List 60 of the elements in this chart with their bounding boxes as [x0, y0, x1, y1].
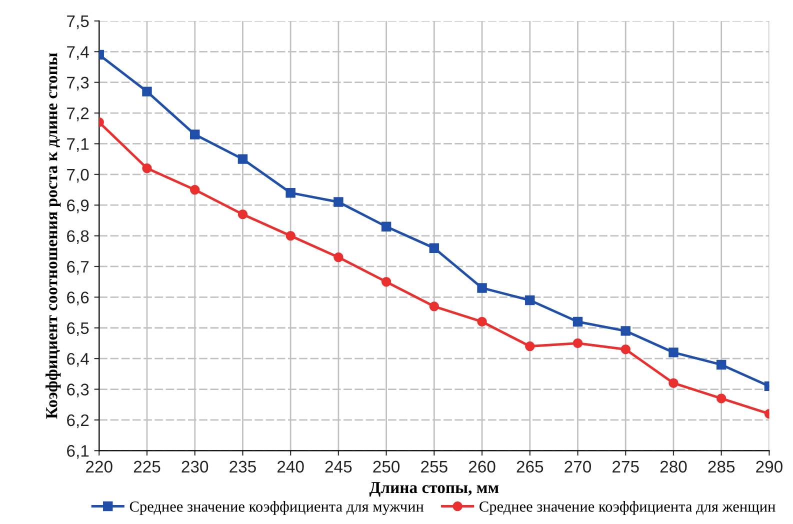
x-tick-label: 270 [564, 460, 592, 473]
y-tick-label: 7,1 [67, 138, 89, 152]
point [477, 316, 487, 327]
point [286, 230, 296, 241]
y-tick-label: 6,7 [67, 260, 89, 275]
x-axis-title: Длина стопы, мм [369, 482, 499, 497]
point [190, 130, 200, 140]
x-tick-label: 265 [516, 460, 544, 473]
legend-label: Среднее значение коэффициента для женщин [480, 501, 776, 515]
x-tick-label: 275 [612, 460, 639, 473]
legend-label: Среднее значение коэффициента для мужчин [130, 501, 424, 515]
y-tick-label: 7,4 [67, 46, 89, 60]
point [668, 378, 678, 388]
x-tick-label: 290 [756, 460, 782, 473]
x-tick-label: 225 [134, 460, 160, 473]
y-tick-label: 6,6 [67, 292, 89, 306]
x-tick-label: 280 [660, 460, 687, 473]
y-tick-label: 6,5 [67, 322, 89, 336]
point [477, 283, 487, 293]
point [381, 276, 392, 287]
point [190, 184, 200, 195]
x-tick-label: 230 [182, 460, 208, 473]
point [668, 348, 678, 358]
y-tick-label: 6,2 [67, 414, 89, 428]
y-tick-label: 7,5 [67, 16, 89, 30]
y-tick-label: 6,3 [67, 384, 89, 398]
y-tick-label: 7,0 [67, 168, 89, 183]
point [620, 326, 630, 336]
y-axis-title: Коэффициент соотношения роста к длине стопы [46, 53, 61, 419]
point [238, 209, 248, 220]
x-tick-label: 245 [325, 460, 352, 473]
y-tick-label: 6,8 [67, 230, 89, 244]
point [142, 163, 152, 174]
x-tick-label: 250 [373, 460, 400, 473]
point [429, 243, 440, 253]
point [572, 316, 583, 327]
point [142, 86, 152, 96]
point [381, 222, 392, 232]
x-tick-label: 235 [230, 460, 256, 473]
point [525, 295, 535, 306]
point [716, 360, 726, 370]
point [334, 252, 344, 262]
point [429, 302, 440, 312]
x-tick-label: 220 [86, 460, 112, 473]
x-tick-label: 240 [278, 460, 304, 473]
y-tick-label: 6,9 [67, 200, 89, 214]
point [525, 341, 535, 352]
y-tick-label: 6,1 [67, 445, 89, 459]
x-tick-label: 285 [708, 460, 735, 473]
x-tick-label: 260 [468, 460, 496, 473]
x-tick-label: 255 [421, 460, 448, 473]
y-tick-label: 7,2 [67, 107, 89, 122]
y-tick-label: 7,3 [67, 76, 89, 91]
y-tick-label: 6,4 [67, 352, 89, 367]
point [716, 394, 726, 404]
point [620, 344, 630, 354]
point [572, 338, 583, 348]
point [334, 197, 344, 207]
point [238, 154, 248, 164]
point [286, 188, 296, 198]
